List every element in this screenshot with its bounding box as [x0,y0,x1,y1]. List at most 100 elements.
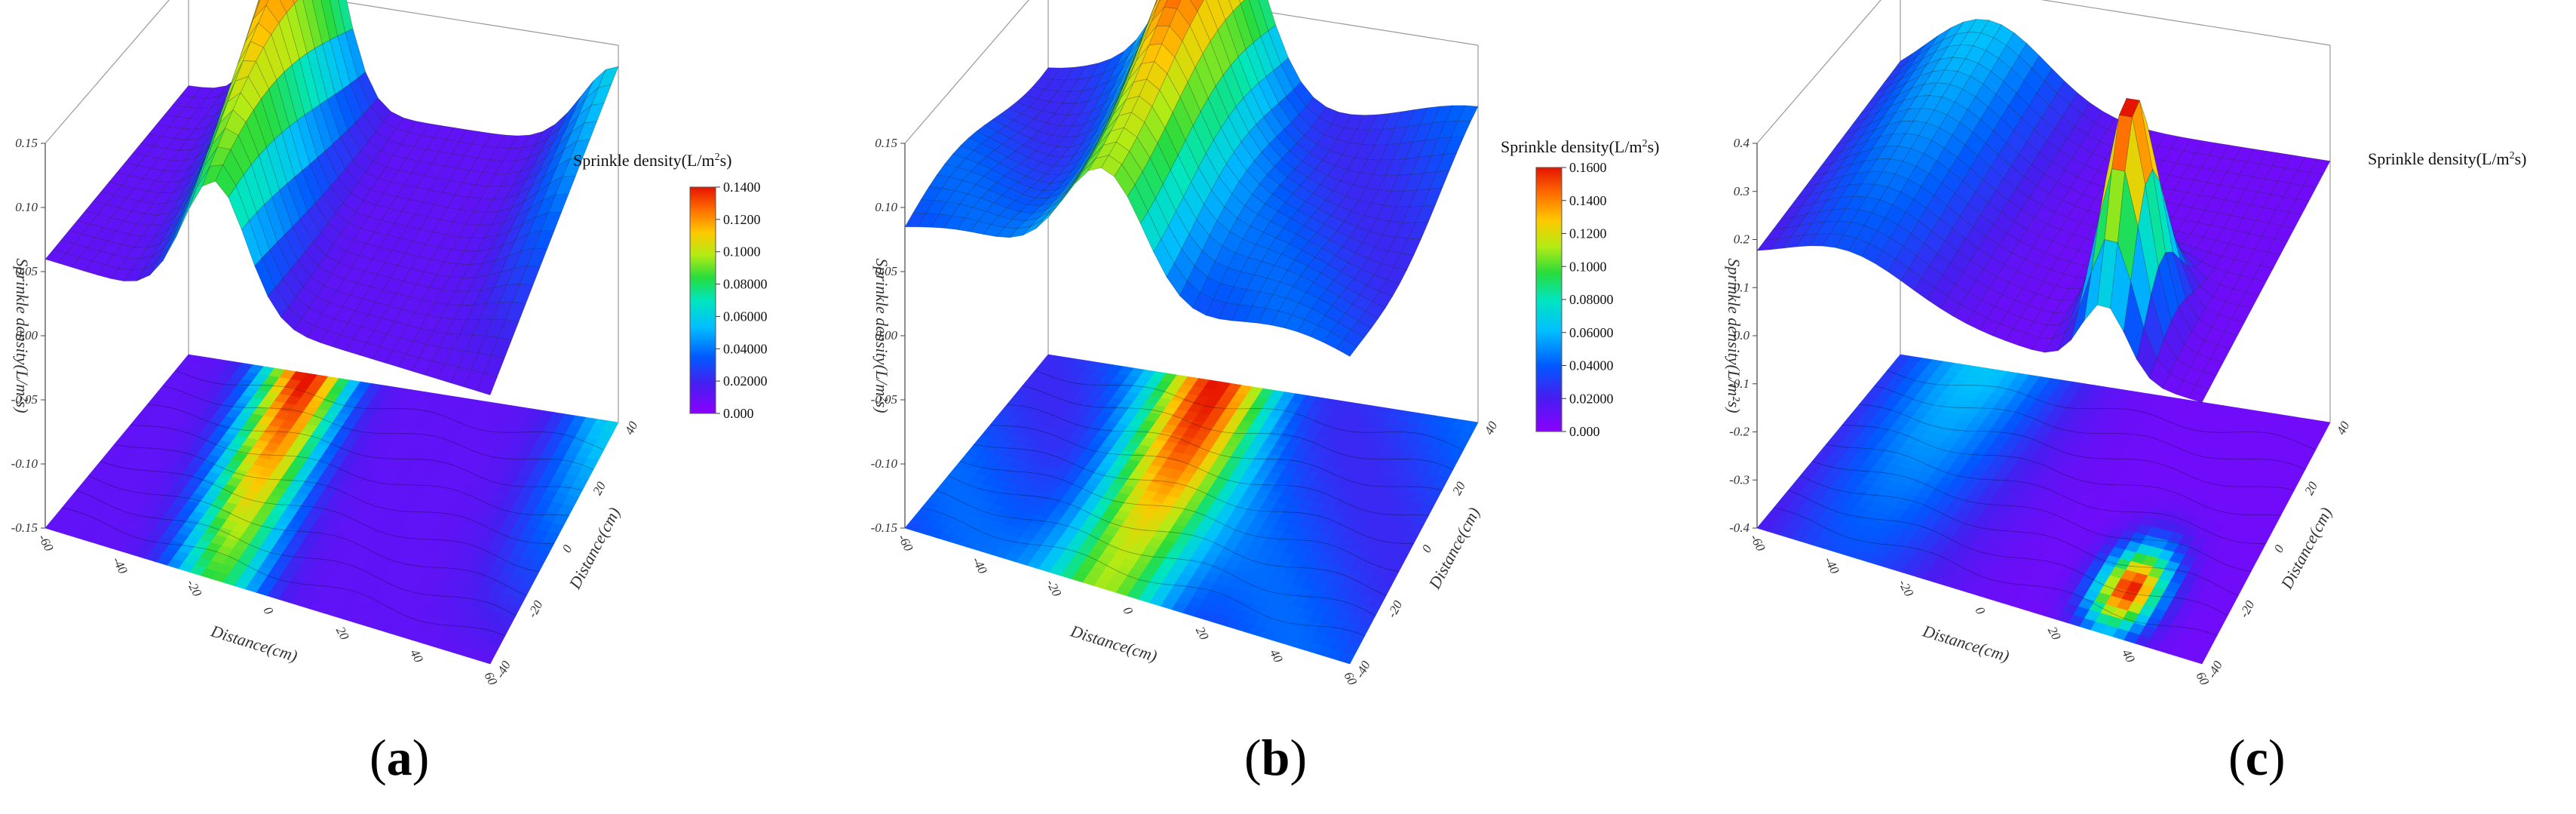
surface-cell [2259,251,2281,269]
surface-mesh [904,0,1479,357]
surface-cell [292,0,299,5]
surface-cell [2231,305,2252,323]
colorbar-tick-label: 0.08000 [1569,292,1614,307]
surface-cell [477,373,498,395]
floor-contour [62,507,505,636]
colorbar-tick-label: 0.02000 [723,373,768,389]
colorbar-title-end: s) [720,151,732,170]
z-tick-label: -0.15 [11,521,38,535]
panel-caption: (b) [1244,728,1307,788]
surface-cell [569,139,590,159]
caption-paren-open: ( [370,729,387,786]
floor-cell [1461,420,1479,432]
surface-cell [1365,301,1386,319]
x-tick-label: 20 [333,624,352,642]
surface-cell [2274,225,2295,242]
floor-contour [1774,507,2217,636]
surface-chart-c: 0.40.30.20.10.0-0.1-0.2-0.3-0.4Sprinkle … [1725,0,2353,688]
z-tick-label: -0.10 [11,456,38,471]
floor-heatmap [904,354,1479,665]
box-edge-top-left [1756,0,1881,144]
colorbar-title-sup: 2 [1642,138,1648,149]
floor-contour [1035,370,1464,450]
surface-cell [512,283,534,304]
x-tick-label: 0 [260,604,276,617]
surface-cell [2217,331,2238,349]
surface-cell [555,175,576,195]
x-tick-label: 40 [407,647,426,665]
colorbar-tick-label: 0.1200 [1569,226,1607,241]
floor-contour [922,507,1365,636]
colorbar-title-main: Sprinkle density(L/m [573,151,715,170]
floor-heatmap [44,354,619,665]
x-tick-label: -60 [35,532,57,554]
floor-contour [1788,490,2228,616]
floor-contour [130,424,569,516]
colorbar-tick-label: 0.08000 [723,277,768,292]
z-axis-title: Sprinkle density(L/m²s) [13,258,32,413]
floor-contour [1811,461,2251,573]
floor-contour [948,475,1387,596]
surface-cell [1372,290,1394,309]
caption-paren-open: ( [1244,729,1262,786]
colorbar-tick-label: 0.02000 [1569,391,1614,406]
z-tick-label: 0.05 [875,264,897,278]
z-tick-label: 0.00 [15,328,38,342]
surface-cell [256,0,260,9]
colorbar-tick-label: 0.06000 [723,309,768,324]
caption-letter: b [1261,729,1290,786]
floor-contour [1859,404,2295,491]
z-tick-label: -0.05 [871,392,897,407]
z-tick-label: 0.15 [15,136,38,150]
y-tick-label: -20 [1385,598,1406,620]
floor-contour [114,444,554,545]
z-tick-label: -0.10 [871,456,898,471]
box-edge-top-back [2041,0,2331,46]
surface-chart-b: 0.150.100.050.00-0.05-0.10-0.15Sprinkle … [871,0,1501,688]
surface-cell [2246,278,2267,296]
floor-contour [100,461,539,573]
panel-c: 0.4 0.3 0.2 0.1 0.0 -0.1 -0.2 -0.3 -0.4 Sprinkle … [1712,0,2576,814]
x-tick-label: -40 [969,554,990,576]
colorbar-tick-label: 0.1000 [1569,259,1607,274]
surface-cell [576,121,598,142]
floor-contour [959,461,1399,573]
floor-contour [1022,385,1454,470]
z-tick-label: -0.15 [871,521,897,535]
surface-cell [2238,291,2260,309]
surface-cell [1379,279,1400,297]
x-axis-title: Distance(cm) [1068,621,1160,665]
surface-mesh [1756,19,2331,403]
colorbar-tick-label: 0.04000 [1569,358,1614,373]
y-tick-label: -20 [525,598,546,620]
colorbar-tick-label: 0.1200 [723,212,761,227]
surface-cell [534,229,555,250]
floor-cell [2314,420,2331,432]
floor-contour [175,370,604,450]
surface-cell [2295,185,2317,202]
z-tick-label: 0.00 [875,328,897,342]
panel-caption: (a) [370,728,429,788]
floor-contour [76,490,517,616]
surface-cell [1239,0,1245,5]
floor-contour [1007,404,1443,491]
surface-cell [1443,136,1464,155]
z-tick-label: 0.15 [875,136,897,150]
floor-contour [1874,385,2306,470]
y-tick-label: 0 [560,542,575,555]
floor-contour [974,444,1414,545]
floor-contour [1826,444,2266,545]
colorbar-tick-label: 0.06000 [1569,325,1614,340]
box-edge-top-back [329,0,619,46]
box-edge-top-left [904,0,1029,144]
box-edge-top-left [44,0,170,144]
colorbar-ramp [1535,167,1562,432]
x-tick-label: 40 [1267,647,1286,665]
floor-cell [602,420,619,432]
floor-contour [1800,475,2239,596]
colorbar-tick-label: 0.000 [1569,424,1600,439]
floor-heatmap [1756,354,2331,665]
surface-mesh [44,0,619,395]
caption-paren-close: ) [412,729,430,786]
surface-cell [1386,266,1408,284]
